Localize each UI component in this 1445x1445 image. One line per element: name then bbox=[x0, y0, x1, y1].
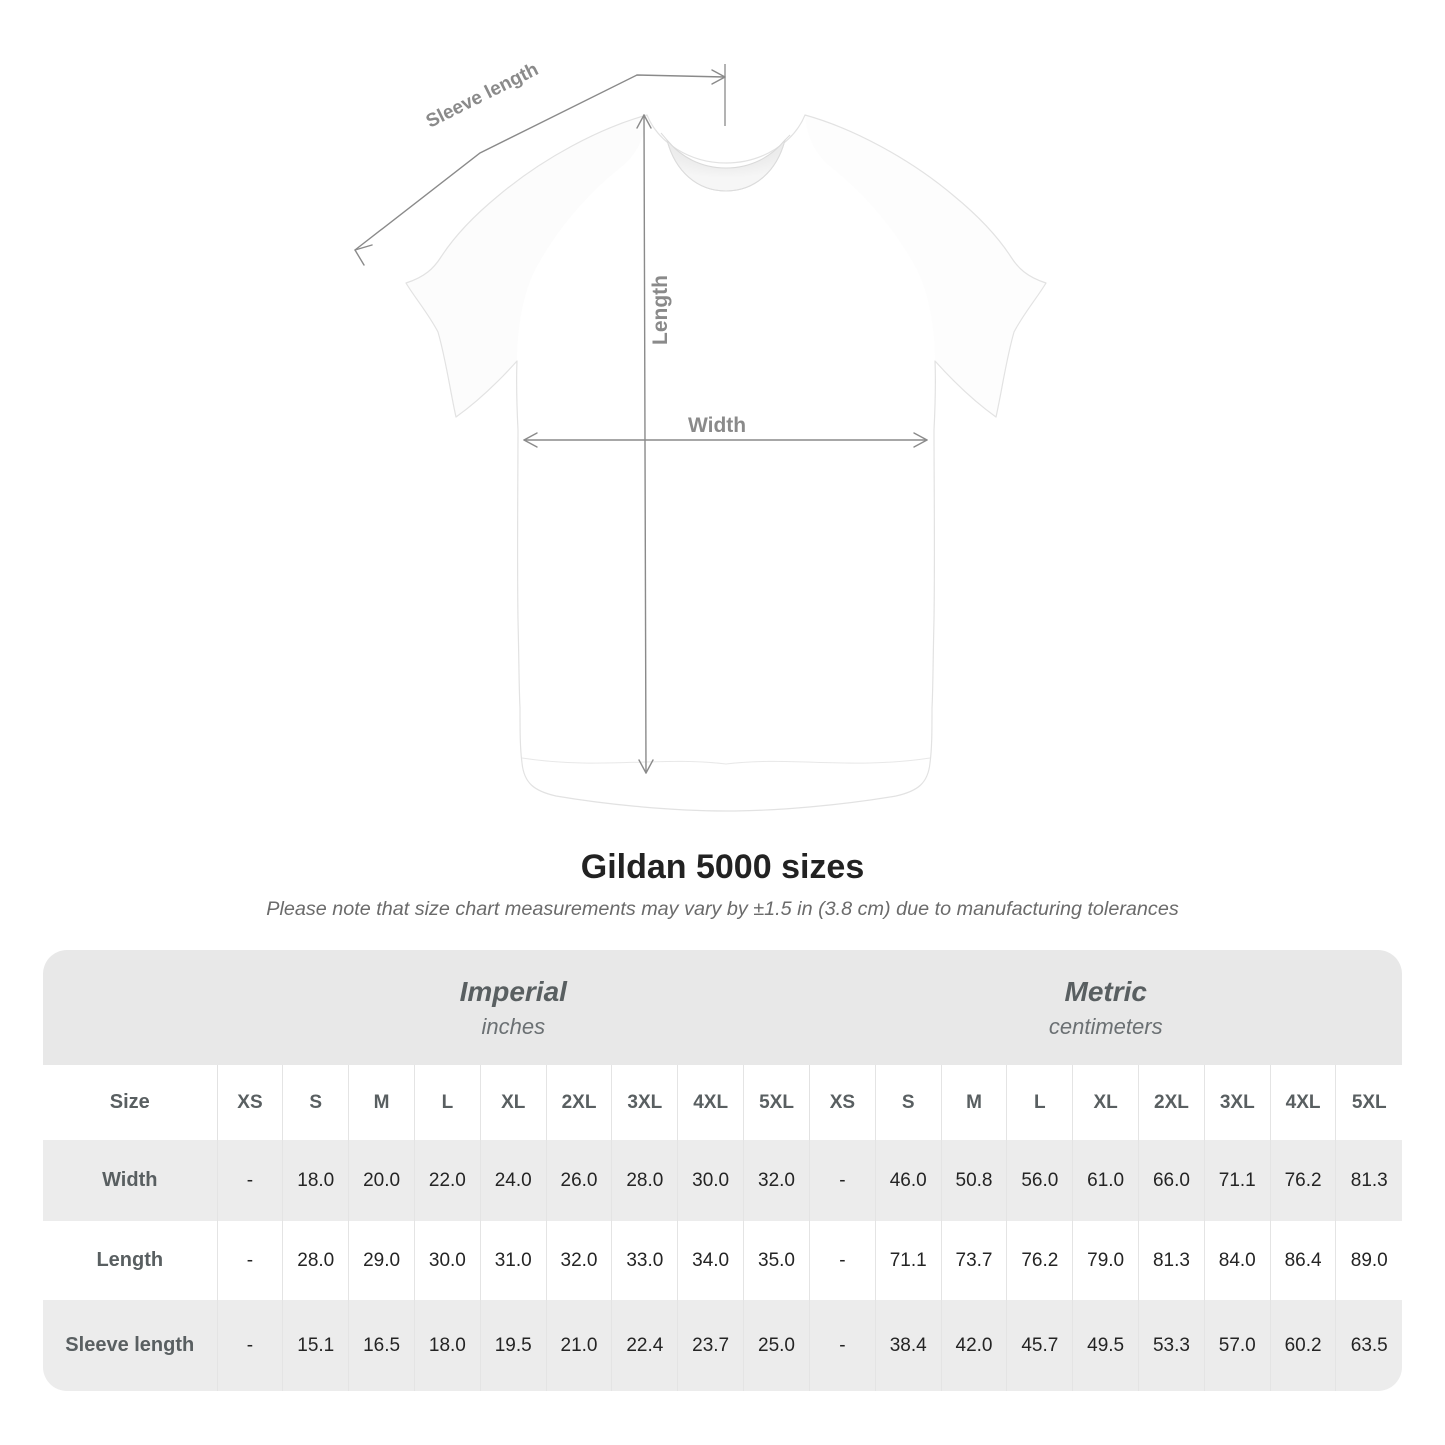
svg-text:Length: Length bbox=[649, 275, 672, 345]
svg-text:Width: Width bbox=[688, 414, 746, 437]
svg-text:Sleeve length: Sleeve length bbox=[423, 59, 542, 132]
